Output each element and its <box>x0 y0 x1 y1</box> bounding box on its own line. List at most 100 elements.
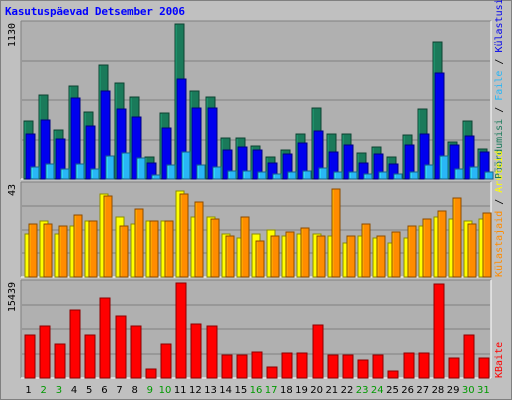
bar-files-day-26 <box>409 171 419 180</box>
bar-hits-day-23 <box>361 223 371 278</box>
bar-files-day-10 <box>166 164 176 180</box>
bar-hits-day-12 <box>194 201 204 278</box>
bar-files-day-4 <box>75 163 85 180</box>
bar-files-day-23 <box>363 173 373 180</box>
bar-hits-day-9 <box>149 220 159 278</box>
bar-hits-day-15 <box>240 216 250 278</box>
bar-files-day-30 <box>469 166 479 180</box>
day-label-7: 7 <box>116 385 122 396</box>
bar-hits-day-22 <box>346 235 356 278</box>
day-label-8: 8 <box>132 385 138 396</box>
bar-files-day-14 <box>227 170 237 180</box>
bar-kbytes-day-3 <box>54 343 66 379</box>
day-label-23: 23 <box>356 385 369 396</box>
day-label-30: 30 <box>462 385 475 396</box>
bar-kbytes-day-10 <box>160 343 172 379</box>
bar-kbytes-day-21 <box>327 354 339 379</box>
bar-files-day-9 <box>151 174 161 180</box>
day-label-27: 27 <box>416 385 429 396</box>
day-label-20: 20 <box>310 385 323 396</box>
bar-files-day-20 <box>318 167 328 180</box>
bar-kbytes-day-14 <box>221 354 233 379</box>
bar-hits-day-19 <box>300 227 310 278</box>
day-label-6: 6 <box>101 385 107 396</box>
bar-hits-day-24 <box>376 235 386 278</box>
day-label-24: 24 <box>371 385 384 396</box>
legend-entry-kbytes: KBaite <box>494 342 505 378</box>
bar-kbytes-day-1 <box>24 334 36 379</box>
legend-entry-files: Faile <box>494 71 505 101</box>
bar-hits-day-5 <box>88 220 98 278</box>
bar-kbytes-day-23 <box>357 359 369 379</box>
bar-files-day-2 <box>45 163 55 180</box>
bar-files-day-25 <box>393 173 403 180</box>
day-label-26: 26 <box>401 385 414 396</box>
chart-title: Kasutuspäevad Detsember 2006 <box>5 5 185 18</box>
day-label-4: 4 <box>71 385 77 396</box>
bar-kbytes-day-7 <box>115 315 127 379</box>
bar-files-day-18 <box>287 171 297 180</box>
day-label-3: 3 <box>56 385 62 396</box>
day-label-12: 12 <box>189 385 202 396</box>
bar-kbytes-day-13 <box>206 325 218 379</box>
legend-entry-hits: Külastajaid <box>494 211 505 277</box>
bar-hits-day-1 <box>28 223 38 278</box>
day-label-2: 2 <box>41 385 47 396</box>
bar-files-day-1 <box>30 166 40 180</box>
day-label-13: 13 <box>204 385 217 396</box>
bar-kbytes-day-27 <box>418 352 430 379</box>
bar-hits-day-28 <box>437 210 447 278</box>
bar-files-day-7 <box>121 152 131 180</box>
bar-files-day-24 <box>378 171 388 180</box>
bar-hits-day-25 <box>391 231 401 278</box>
bar-hits-day-18 <box>285 231 295 278</box>
bar-kbytes-day-31 <box>478 357 490 379</box>
bar-kbytes-day-9 <box>145 368 157 379</box>
day-label-21: 21 <box>325 385 338 396</box>
day-label-10: 10 <box>159 385 172 396</box>
day-label-28: 28 <box>432 385 445 396</box>
bar-files-day-29 <box>454 168 464 180</box>
y-max-label-top: 1130 <box>7 23 18 47</box>
legend-bottom: KBaite <box>494 342 505 378</box>
y-max-label-bottom: 15439 <box>7 282 18 312</box>
bar-files-day-31 <box>484 171 494 180</box>
legend-middle: Külastajaid / Aruteid <box>494 151 505 277</box>
day-label-15: 15 <box>234 385 247 396</box>
bar-hits-day-2 <box>43 223 53 278</box>
day-label-18: 18 <box>280 385 293 396</box>
legend-entry-pages: Külastusi <box>494 0 505 53</box>
legend-entry-sep1: / <box>494 101 505 119</box>
bar-kbytes-day-15 <box>236 354 248 379</box>
bar-kbytes-day-11 <box>175 282 187 379</box>
bar-hits-day-4 <box>73 214 83 278</box>
bar-kbytes-day-29 <box>448 357 460 379</box>
bar-hits-day-31 <box>482 212 492 278</box>
bar-files-day-5 <box>90 168 100 180</box>
day-label-14: 14 <box>219 385 232 396</box>
bar-files-day-16 <box>257 171 267 180</box>
bar-hits-day-16 <box>255 240 265 278</box>
bar-hits-day-29 <box>452 197 462 278</box>
bar-hits-day-13 <box>210 218 220 278</box>
bar-files-day-19 <box>302 170 312 180</box>
legend-entry-sites: Aruteid <box>494 151 505 193</box>
day-label-17: 17 <box>265 385 278 396</box>
bar-kbytes-day-19 <box>296 352 308 379</box>
bar-hits-day-7 <box>119 225 129 278</box>
bar-files-day-28 <box>439 155 449 180</box>
bar-files-day-12 <box>196 164 206 180</box>
legend-entry-sep1: / <box>494 193 505 211</box>
bar-kbytes-day-17 <box>266 366 278 379</box>
bar-kbytes-day-28 <box>433 283 445 379</box>
bar-hits-day-3 <box>58 225 68 278</box>
bar-hits-day-14 <box>225 235 235 278</box>
bar-files-day-21 <box>333 171 343 180</box>
bar-hits-day-20 <box>316 235 326 278</box>
bar-hits-day-10 <box>164 220 174 278</box>
bar-kbytes-day-6 <box>99 297 111 379</box>
bar-hits-day-17 <box>270 235 280 278</box>
day-label-29: 29 <box>447 385 460 396</box>
bar-kbytes-day-12 <box>190 323 202 379</box>
